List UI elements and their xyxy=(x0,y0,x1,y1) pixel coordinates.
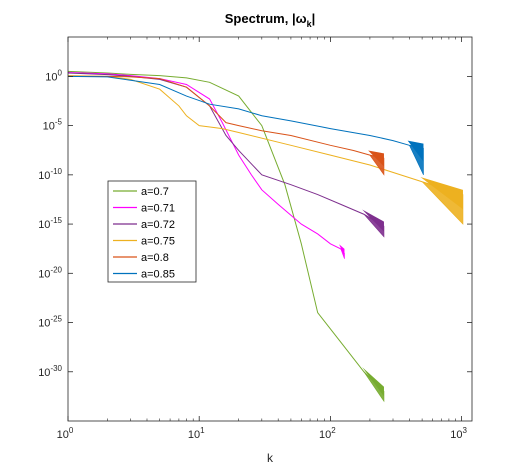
series-5-line xyxy=(68,75,385,159)
series-1-line xyxy=(67,70,385,392)
legend-label-3: a=0.72 xyxy=(141,219,175,231)
legend-label-5: a=0.8 xyxy=(141,252,169,264)
legend-label-2: a=0.71 xyxy=(141,203,175,215)
y-tick-label: 10-30 xyxy=(38,364,62,379)
x-tick-label: 102 xyxy=(319,426,336,441)
x-axis-label: k xyxy=(267,451,274,465)
series-layer xyxy=(67,70,464,403)
y-tick-label: 10-15 xyxy=(38,216,62,231)
series-6-line xyxy=(67,75,424,149)
x-tick-label: 103 xyxy=(450,426,467,441)
x-tick-label: 100 xyxy=(57,426,74,441)
y-axis-ticks: 100 10-5 10-10 10-15 10-20 10-25 10-30 xyxy=(38,68,472,379)
series-4-tail-band-inner xyxy=(420,177,463,210)
series-5-tail-band-inner xyxy=(368,150,384,167)
legend-label-1: a=0.7 xyxy=(141,186,169,198)
legend-box xyxy=(107,180,197,283)
legend: a=0.7 a=0.71 a=0.72 a=0.75 a=0.8 a=0.85 xyxy=(107,180,197,283)
legend-label-6: a=0.85 xyxy=(141,269,175,281)
chart-title-subscript: k xyxy=(307,19,313,29)
chart-title-main: Spectrum, |ω xyxy=(225,11,307,26)
y-tick-label: 10-20 xyxy=(38,265,62,280)
axes-box xyxy=(67,36,473,422)
series-2-tail-band-inner xyxy=(339,244,345,257)
chart-title: Spectrum, |ωk| xyxy=(225,11,315,29)
y-tick-label: 10-10 xyxy=(38,167,62,182)
chart-title-end: | xyxy=(312,11,316,26)
y-tick-label: 10-25 xyxy=(38,315,62,330)
series-6-tail-band-inner xyxy=(407,140,424,162)
x-tick-label: 101 xyxy=(188,426,205,441)
legend-items: a=0.7 a=0.71 a=0.72 a=0.75 a=0.8 a=0.85 xyxy=(113,186,175,281)
y-tick-label: 100 xyxy=(45,68,62,83)
series-2-line xyxy=(67,71,345,254)
x-axis-ticks: 100 101 102 103 xyxy=(57,37,468,441)
y-tick-label: 10-5 xyxy=(43,118,63,133)
series-1-tail-band-inner xyxy=(362,367,384,397)
legend-label-4: a=0.75 xyxy=(141,236,175,248)
series-3-tail-band-inner xyxy=(362,209,384,232)
